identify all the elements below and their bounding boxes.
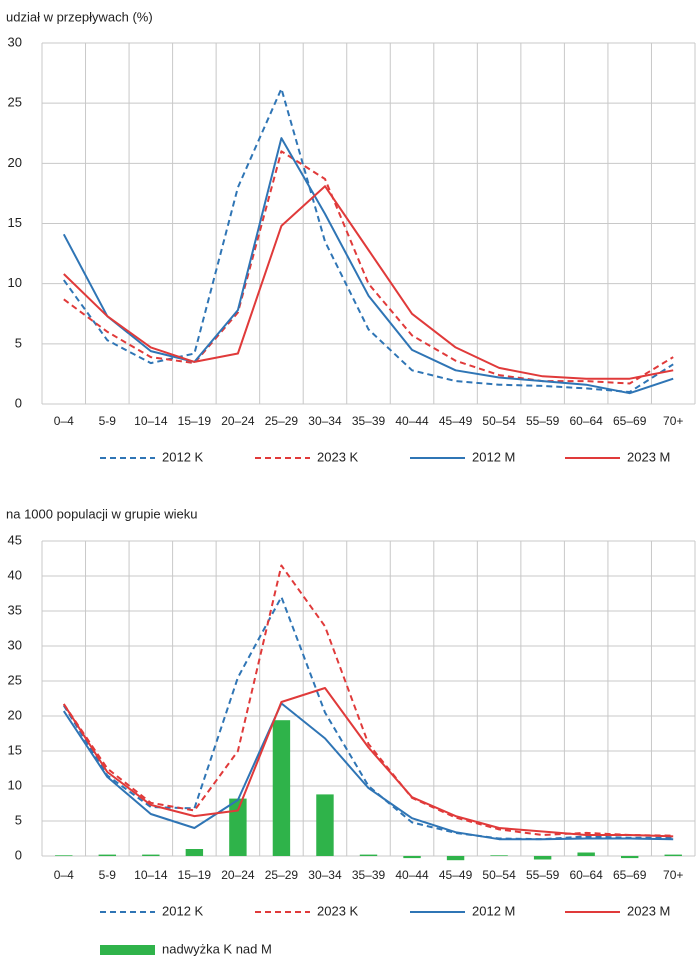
y-axis-label: udział w przepływach (%) [6,9,153,24]
bar [577,852,595,856]
x-tick-label: 60–64 [569,414,603,428]
x-tick-label: 30–34 [308,414,342,428]
bar [142,854,160,856]
bar [229,798,247,856]
x-tick-label: 20–24 [221,868,255,882]
x-tick-label: 40–44 [395,414,429,428]
legend-label: 2012 M [472,449,515,464]
x-tick-label: 65–69 [613,414,647,428]
x-tick-label: 10–14 [134,868,168,882]
x-tick-label: 10–14 [134,414,168,428]
bar [359,854,378,856]
x-tick-label: 15–19 [178,414,212,428]
x-tick-label: 15–19 [178,868,212,882]
y-tick-label: 15 [8,215,22,230]
y-tick-label: 20 [8,707,22,722]
bar [316,794,334,856]
x-tick-label: 25–29 [265,414,299,428]
line-series [62,596,674,841]
x-tick-label: 30–34 [308,868,342,882]
bar [185,849,204,856]
x-tick-label: 70+ [663,868,683,882]
legend-label: 2023 K [317,449,359,464]
x-tick-label: 0–4 [54,868,74,882]
x-tick-label: 50–54 [482,414,516,428]
x-tick-label: 5-9 [99,868,117,882]
x-tick-label: 45–49 [439,868,473,882]
legend-label: 2023 K [317,903,359,918]
x-tick-label: 0–4 [54,414,74,428]
bar [446,856,465,861]
x-tick-label: 55–59 [526,868,560,882]
chart: udział w przepływach (%) 0 5 10 15 20 25 30 0–4 5… [6,9,696,464]
x-tick-label: 40–44 [395,868,429,882]
line-series [62,687,674,838]
chart: na 1000 populacji w grupie wieku 0 5 10 15 20… [6,506,696,956]
legend-swatch [100,945,155,955]
x-tick-label: 70+ [663,414,683,428]
bar [55,855,73,856]
y-tick-label: 30 [8,34,22,49]
y-tick-label: 10 [8,275,22,290]
x-tick-label: 25–29 [265,868,299,882]
bar [272,720,291,856]
y-tick-label: 40 [8,567,22,582]
y-axis-label: na 1000 populacji w grupie wieku [6,506,198,521]
y-tick-label: 45 [8,532,22,547]
bar [620,856,639,859]
line-series [62,564,674,837]
y-tick-label: 20 [8,155,22,170]
y-tick-label: 5 [15,812,22,827]
y-tick-label: 30 [8,637,22,652]
x-tick-label: 65–69 [613,868,647,882]
legend-label: 2023 M [627,903,670,918]
bar [490,855,508,856]
y-tick-label: 25 [8,95,22,110]
x-tick-label: 45–49 [439,414,473,428]
x-tick-label: 20–24 [221,414,255,428]
x-tick-label: 60–64 [569,868,603,882]
y-tick-label: 10 [8,777,22,792]
bar [664,854,682,856]
legend-label: 2012 K [162,903,204,918]
y-tick-label: 5 [15,335,22,350]
y-tick-label: 25 [8,672,22,687]
x-tick-label: 5-9 [99,414,117,428]
bar [403,856,421,859]
line-series [63,185,674,380]
y-tick-label: 0 [15,847,22,862]
line-series [63,150,674,385]
x-tick-label: 35–39 [352,868,386,882]
bar [98,854,117,856]
legend-label: 2012 K [162,449,204,464]
legend-label: 2023 M [627,449,670,464]
line-series [62,87,674,393]
bar [533,856,552,860]
line-series [62,137,674,395]
x-tick-label: 55–59 [526,414,560,428]
y-tick-label: 0 [15,395,22,410]
legend-label: 2012 M [472,903,515,918]
x-tick-label: 50–54 [482,868,516,882]
x-tick-label: 35–39 [352,414,386,428]
y-tick-label: 15 [8,742,22,757]
line-series [62,702,674,841]
legend-label: nadwyżka K nad M [162,941,272,956]
y-tick-label: 35 [8,602,22,617]
